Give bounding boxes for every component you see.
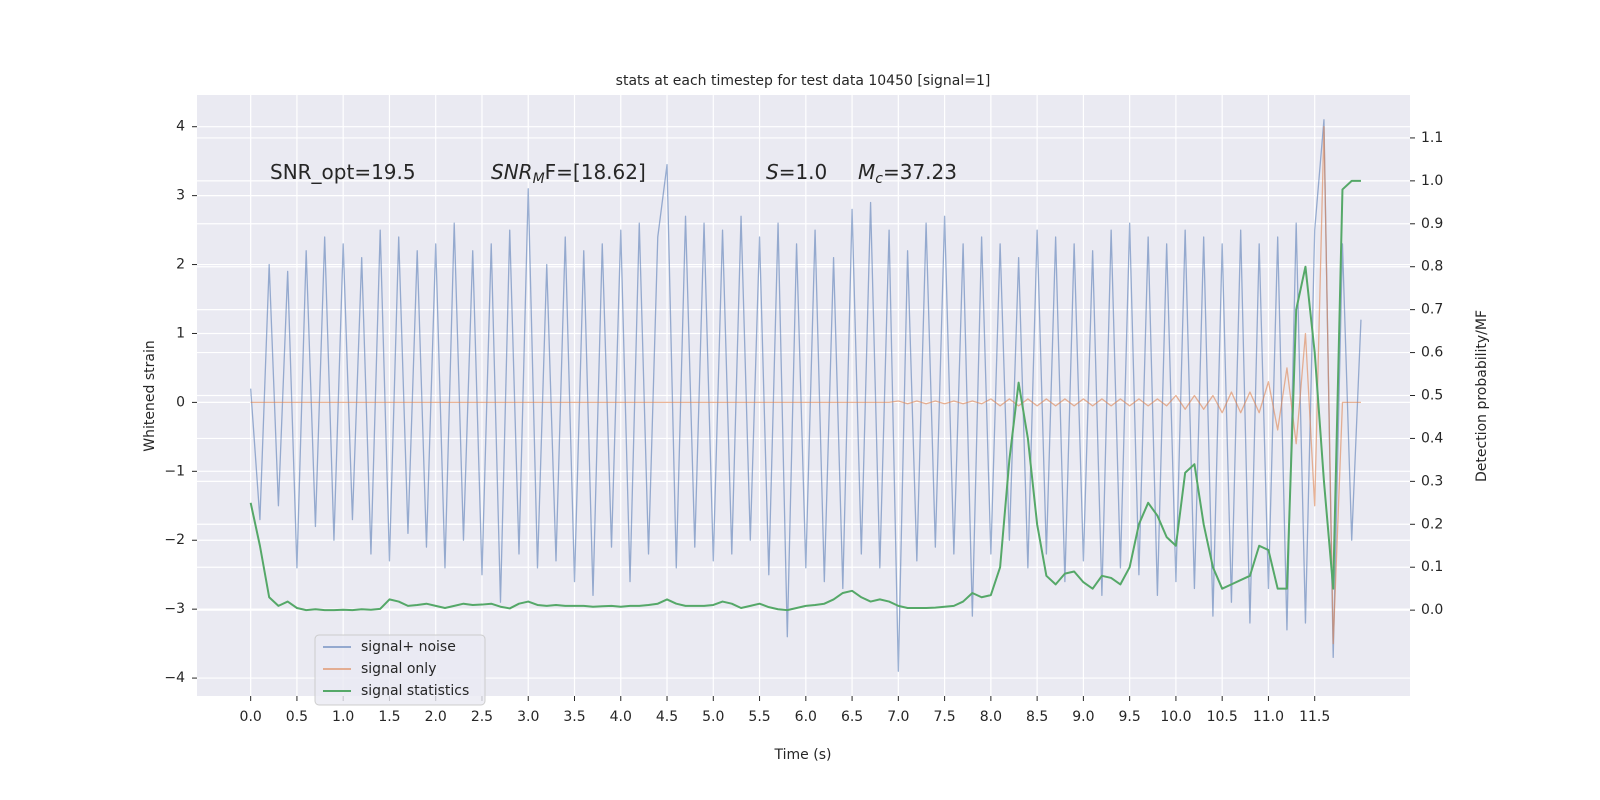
annotation-part: c [875,171,883,187]
y-tick-label: 4 [176,119,185,135]
x-tick-label: 4.0 [610,709,632,725]
x-tick-label: 3.5 [563,709,585,725]
x-tick-label: 5.5 [748,709,770,725]
y-tick-label: −2 [164,532,185,548]
series-line [250,126,1361,645]
x-tick-label: 8.0 [980,709,1002,725]
annotation: SNR_opt=19.5 [270,160,416,184]
x-tick-label: 11.0 [1253,709,1284,725]
x-tick-label: 7.0 [887,709,909,725]
x-tick-label: 6.5 [841,709,863,725]
x-tick-label: 5.0 [702,709,724,725]
legend: signal+ noise signal only signal statistic… [314,634,486,706]
y2-tick-label: 0.7 [1421,302,1443,318]
y2-tick-label: 0.0 [1421,602,1443,618]
y-tick-label: 2 [176,257,185,273]
x-tick-label: 10.0 [1160,709,1191,725]
x-tick-label: 1.5 [378,709,400,725]
x-tick-label: 2.0 [425,709,447,725]
x-tick-label: 8.5 [1026,709,1048,725]
annotation-part: =37.23 [883,160,957,184]
y-axis-label: Whitened strain [142,340,158,451]
annotation: Mc=37.23 [858,160,957,188]
y-tick-label: 1 [176,325,185,341]
legend-label: signal+ noise [361,639,456,655]
y2-tick-label: 0.6 [1421,345,1443,361]
x-tick-label: 7.5 [933,709,955,725]
legend-label: signal only [361,661,436,677]
x-tick-label: 4.5 [656,709,678,725]
annotation-part: SNR [491,160,533,184]
ticks: 0.0 0.5 1.0 1.5 2.0 2.5 3.0 3.5 4.0 4.5 5.0 5.5 6.0 6… [164,119,1443,725]
marks [249,119,1362,672]
x-tick-label: 9.0 [1072,709,1094,725]
y2-tick-label: 0.3 [1421,473,1443,489]
y-tick-label: 0 [176,394,185,410]
annotation-part: F=[18.62] [545,160,646,184]
annotation-part: S [766,160,779,184]
y2-tick-label: 0.8 [1421,259,1443,275]
annotation-part: =1.0 [779,160,828,184]
legend-label: signal statistics [361,683,469,699]
x-tick-label: 10.5 [1207,709,1238,725]
x-tick-label: 1.0 [332,709,354,725]
x-axis-label: Time (s) [774,747,832,763]
x-tick-label: 11.5 [1299,709,1330,725]
x-tick-label: 3.0 [517,709,539,725]
annotation-part: SNR_opt=19.5 [270,160,416,184]
y-tick-label: −3 [164,601,185,617]
y2-axis-label: Detection probability/MF [1474,310,1490,482]
y2-tick-label: 1.1 [1421,130,1443,146]
y2-tick-label: 0.1 [1421,559,1443,575]
y2-tick-label: 0.2 [1421,516,1443,532]
annotation: SNRMF=[18.62] [491,160,646,188]
chart-title: stats at each timestep for test data 104… [616,73,991,89]
x-tick-label: 0.0 [240,709,262,725]
x-tick-label: 2.5 [471,709,493,725]
annotation: S=1.0 [766,160,827,184]
series-line [249,179,1361,612]
y2-tick-label: 1.0 [1421,173,1443,189]
series-line [250,119,1362,672]
annotation-part: M [533,171,545,187]
y-tick-label: 3 [176,188,185,204]
y2-tick-label: 0.5 [1421,388,1443,404]
x-tick-label: 9.5 [1119,709,1141,725]
annotation-part: M [858,160,875,184]
legend-box [314,634,486,706]
y-tick-label: −4 [164,670,185,686]
y-tick-label: −1 [164,463,185,479]
y2-tick-label: 0.9 [1421,216,1443,232]
annotations: SNR_opt=19.5 SNRMF=[18.62] S=1.0 Mc=37.23 [270,160,957,188]
x-tick-label: 0.5 [286,709,308,725]
x-tick-label: 6.0 [795,709,817,725]
y2-tick-label: 0.4 [1421,430,1443,446]
